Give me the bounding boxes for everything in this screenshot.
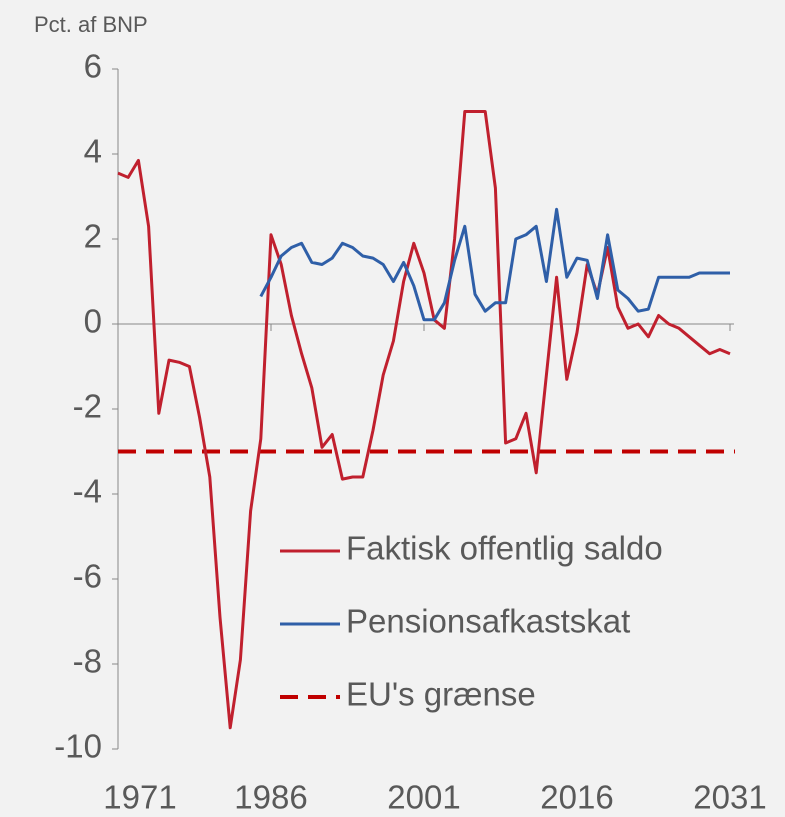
y-axis-label: Pct. af BNP — [34, 12, 148, 37]
x-tick-label: 1971 — [103, 779, 176, 816]
data-line — [117, 110, 731, 730]
y-tick-label: 6 — [84, 48, 102, 85]
legend-label: Faktisk offentlig saldo — [346, 530, 663, 567]
legend-label: EU's grænse — [346, 676, 536, 713]
y-tick-label: -8 — [73, 643, 102, 680]
y-tick-label: 4 — [84, 133, 102, 170]
y-tick-label: -4 — [73, 473, 102, 510]
y-tick-label: 2 — [84, 218, 102, 255]
x-tick-label: 2016 — [540, 779, 613, 816]
y-tick-label: -6 — [73, 558, 102, 595]
y-tick-label: -2 — [73, 388, 102, 425]
x-tick-label: 1986 — [234, 779, 307, 816]
y-tick-label: -10 — [54, 728, 102, 765]
data-line — [259, 207, 730, 322]
x-tick-label: 2031 — [693, 779, 766, 816]
legend-label: Pensionsafkastskat — [346, 603, 630, 640]
y-tick-label: 0 — [84, 303, 102, 340]
x-tick-label: 2001 — [387, 779, 460, 816]
